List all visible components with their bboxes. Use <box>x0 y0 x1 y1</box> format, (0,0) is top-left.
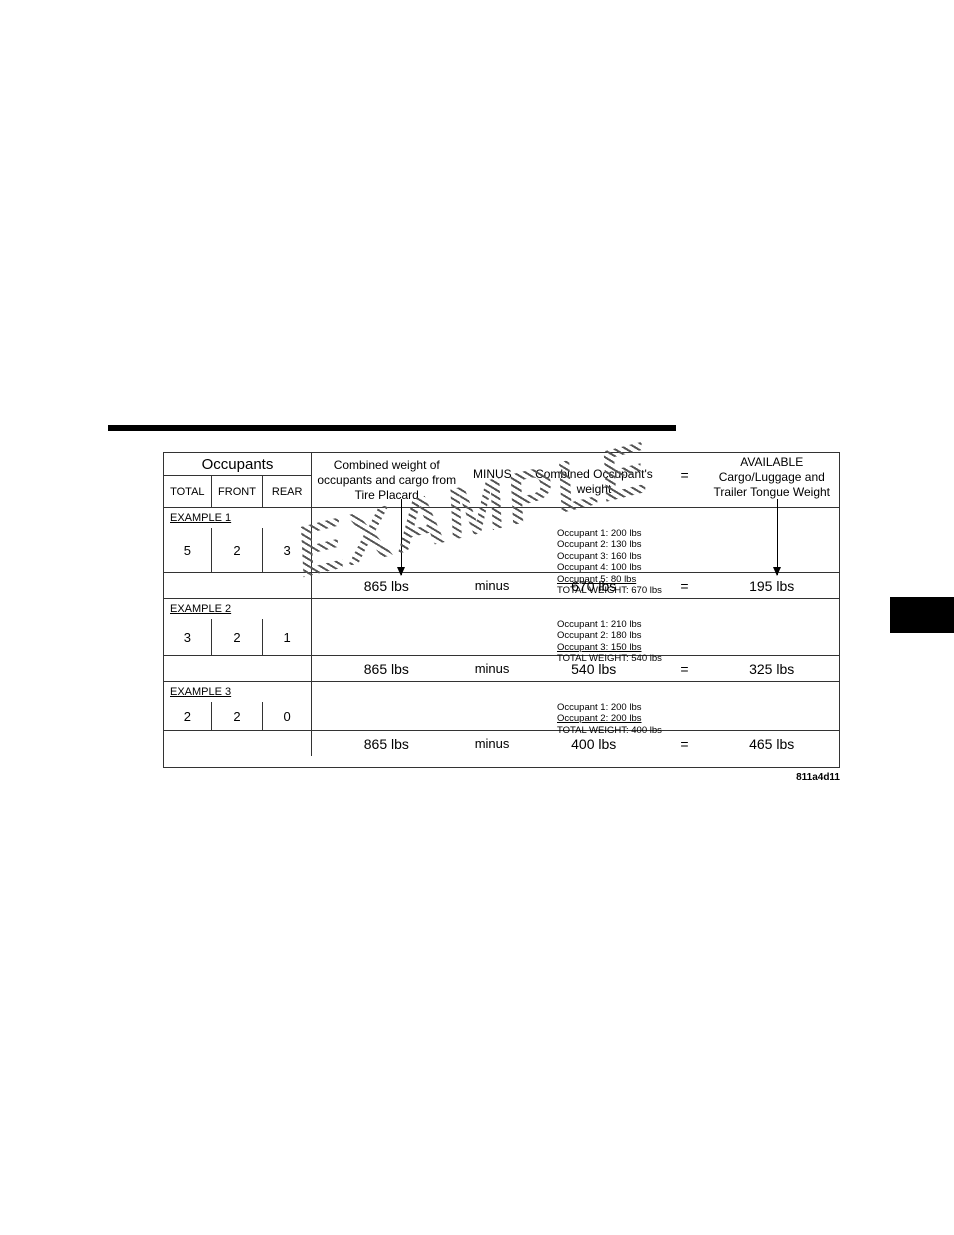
occ-total-value: 5 <box>164 528 212 572</box>
breakdown-line: Occupant 4: 100 lbs <box>557 562 662 573</box>
calc-result: 195 lbs <box>704 578 839 594</box>
example-occupants: 523 <box>164 528 312 572</box>
breakdown-line: Occupant 1: 210 lbs <box>557 619 662 630</box>
breakdown-line: Occupant 3: 150 lbs <box>557 642 662 653</box>
load-capacity-diagram: Occupants TOTAL FRONT REAR Combined weig… <box>163 452 840 768</box>
col-rear: REAR <box>263 476 311 507</box>
occupants-title: Occupants <box>164 453 311 476</box>
calc-cow: 400 lbs <box>523 736 665 752</box>
calc-result: 465 lbs <box>704 736 839 752</box>
calc-combined: 865 lbs <box>312 736 462 752</box>
occ-rear-value: 0 <box>263 702 311 730</box>
breakdown-line: Occupant 2: 180 lbs <box>557 630 662 641</box>
breakdown-line: Occupant 1: 200 lbs <box>557 702 662 713</box>
example-right: Occupant 1: 200 lbsOccupant 2: 130 lbsOc… <box>312 528 839 572</box>
example-occupants: 220 <box>164 702 312 730</box>
calc-result: 325 lbs <box>704 661 839 677</box>
calc-combined: 865 lbs <box>312 661 462 677</box>
occ-total-value: 2 <box>164 702 212 730</box>
breakdown-line: Occupant 3: 160 lbs <box>557 551 662 562</box>
occ-front-value: 2 <box>212 702 264 730</box>
breakdown-line: Occupant 5: 80 lbs <box>557 574 662 585</box>
example-label: EXAMPLE 3 <box>164 682 312 702</box>
header-combined: Combined weight of occupants and cargo f… <box>312 453 461 507</box>
example-row: EXAMPLE 1523Occupant 1: 200 lbsOccupant … <box>164 507 839 598</box>
occ-front-value: 2 <box>212 528 264 572</box>
header-cow: Combined Occupant's weight <box>523 453 664 507</box>
occupant-breakdown: Occupant 1: 200 lbsOccupant 2: 200 lbsTO… <box>557 702 662 736</box>
example-right: Occupant 1: 200 lbsOccupant 2: 200 lbsTO… <box>312 702 839 730</box>
col-front: FRONT <box>212 476 264 507</box>
calc-minus: minus <box>461 736 523 751</box>
calc-minus: minus <box>461 661 523 676</box>
breakdown-total: TOTAL WEIGHT: 400 lbs <box>557 725 662 736</box>
calc-eq: = <box>665 736 705 752</box>
occupant-breakdown: Occupant 1: 210 lbsOccupant 2: 180 lbsOc… <box>557 619 662 665</box>
breakdown-total: TOTAL WEIGHT: 540 lbs <box>557 653 662 664</box>
breakdown-line: Occupant 2: 200 lbs <box>557 713 662 724</box>
example-body: 523Occupant 1: 200 lbsOccupant 2: 130 lb… <box>164 528 839 572</box>
calc-spacer <box>164 731 312 756</box>
side-tab <box>890 597 954 633</box>
occupant-breakdown: Occupant 1: 200 lbsOccupant 2: 130 lbsOc… <box>557 528 662 596</box>
calc-row: 865 lbsminus670 lbs=195 lbs <box>164 572 839 598</box>
example-row: EXAMPLE 2321Occupant 1: 210 lbsOccupant … <box>164 598 839 681</box>
breakdown-line: Occupant 1: 200 lbs <box>557 528 662 539</box>
col-total: TOTAL <box>164 476 212 507</box>
example-body: 220Occupant 1: 200 lbsOccupant 2: 200 lb… <box>164 702 839 730</box>
breakdown-total: TOTAL WEIGHT: 670 lbs <box>557 585 662 596</box>
occ-rear-value: 3 <box>263 528 311 572</box>
calc-combined: 865 lbs <box>312 578 462 594</box>
example-occupants: 321 <box>164 619 312 655</box>
header-available: AVAILABLE Cargo/Luggage and Trailer Tong… <box>705 453 839 507</box>
calc-row: 865 lbsminus400 lbs=465 lbs <box>164 730 839 756</box>
occ-rear-value: 1 <box>263 619 311 655</box>
example-label: EXAMPLE 2 <box>164 599 312 619</box>
example-right: Occupant 1: 210 lbsOccupant 2: 180 lbsOc… <box>312 619 839 655</box>
calc-eq: = <box>665 661 705 677</box>
diagram-header: Occupants TOTAL FRONT REAR Combined weig… <box>164 453 839 507</box>
figure-reference: 811a4d11 <box>796 772 840 783</box>
occupants-header-block: Occupants TOTAL FRONT REAR <box>164 453 312 507</box>
calc-eq: = <box>665 578 705 594</box>
header-minus: MINUS <box>461 453 523 507</box>
calc-spacer <box>164 573 312 598</box>
header-eq: = <box>665 453 705 507</box>
top-rule <box>108 425 676 431</box>
calc-row: 865 lbsminus540 lbs=325 lbs <box>164 655 839 681</box>
example-label: EXAMPLE 1 <box>164 508 312 528</box>
calc-minus: minus <box>461 578 523 593</box>
calc-spacer <box>164 656 312 681</box>
occ-front-value: 2 <box>212 619 264 655</box>
breakdown-line: Occupant 2: 130 lbs <box>557 539 662 550</box>
example-body: 321Occupant 1: 210 lbsOccupant 2: 180 lb… <box>164 619 839 655</box>
example-row: EXAMPLE 3220Occupant 1: 200 lbsOccupant … <box>164 681 839 756</box>
occ-total-value: 3 <box>164 619 212 655</box>
